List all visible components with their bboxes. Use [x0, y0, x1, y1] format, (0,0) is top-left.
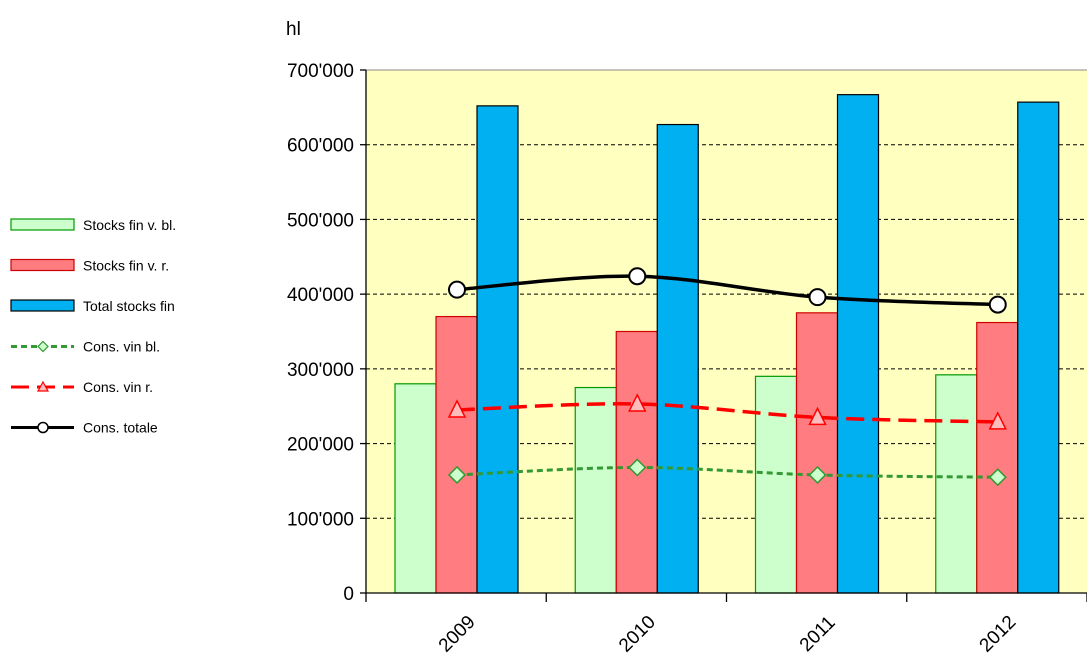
line-marker [808, 288, 827, 307]
legend-label: Cons. vin bl. [83, 339, 160, 355]
y-tick-label: 700'000 [287, 61, 354, 82]
bar [976, 321, 1019, 594]
bars [394, 94, 1060, 594]
bar [1017, 101, 1060, 594]
bar [435, 315, 478, 594]
line-marker [628, 458, 647, 477]
line-marker [628, 393, 647, 412]
legend-swatch [10, 299, 75, 312]
legend-swatch [10, 258, 75, 272]
line-marker [808, 406, 827, 426]
legend-label: Cons. vin r. [83, 379, 153, 395]
legend-label: Cons. totale [83, 420, 158, 436]
bar [795, 312, 839, 594]
x-tick-label: 2012 [976, 612, 1021, 657]
y-tick-label: 200'000 [287, 435, 354, 456]
series-lines [447, 267, 1007, 487]
legend-label: Total stocks fin [83, 298, 175, 314]
y-unit-label: hl [286, 19, 301, 40]
y-tick-label: 0 [343, 584, 354, 605]
legend-label: Stocks fin v. bl. [83, 217, 176, 233]
bar [656, 123, 699, 594]
bar [836, 94, 880, 594]
legend-marker [36, 380, 50, 392]
y-tick-label: 500'000 [287, 210, 354, 231]
y-tick-label: 600'000 [287, 136, 354, 157]
legend: Stocks fin v. bl. Stocks fin v. r. Total s… [10, 217, 176, 436]
line-marker [447, 399, 467, 418]
bar [935, 374, 978, 594]
y-tick-label: 300'000 [287, 360, 354, 381]
legend-marker [37, 421, 49, 434]
line-marker [988, 411, 1007, 430]
line-marker [988, 468, 1007, 487]
bar [754, 375, 798, 594]
line-marker [808, 465, 827, 485]
line-marker [988, 295, 1007, 314]
bar [394, 383, 437, 594]
legend-swatch [10, 218, 75, 231]
series-line [456, 465, 998, 479]
bar [476, 105, 519, 594]
series-line [456, 402, 998, 424]
series-line [456, 274, 998, 307]
line-marker [628, 267, 647, 286]
line-marker [447, 465, 467, 485]
x-tick-label: 2011 [796, 612, 840, 656]
line-marker [448, 280, 466, 299]
x-tick-label: 2010 [615, 612, 660, 657]
y-tick-label: 400'000 [287, 285, 354, 306]
y-tick-label: 100'000 [287, 509, 354, 530]
legend-marker [37, 340, 49, 353]
x-tick-label: 2009 [435, 612, 480, 657]
legend-label: Stocks fin v. r. [83, 258, 169, 274]
bar [574, 386, 617, 594]
